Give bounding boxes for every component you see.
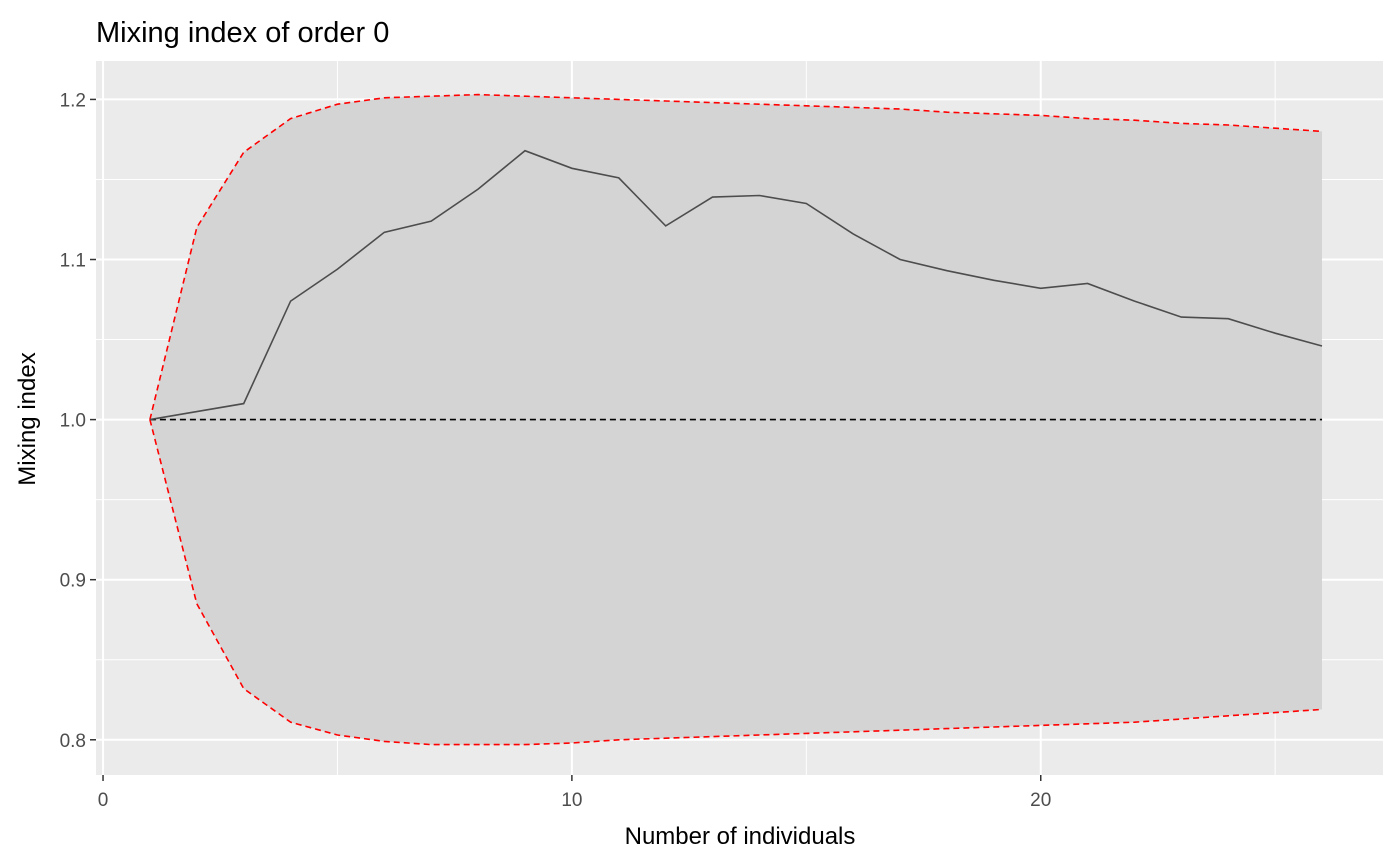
x-axis-title: Number of individuals <box>625 823 856 850</box>
x-tick-label: 20 <box>1030 790 1051 811</box>
chart-title: Mixing index of order 0 <box>96 17 389 49</box>
y-tick-label: 1.2 <box>60 90 86 111</box>
mixing-index-line <box>149 149 1323 421</box>
envelope-ribbon <box>149 94 1322 745</box>
x-tick-label: 0 <box>98 790 109 811</box>
lower-envelope-line <box>149 419 1323 746</box>
upper-envelope-line <box>149 93 1323 420</box>
x-tick-label: 10 <box>561 790 582 811</box>
y-tick-label: 0.9 <box>60 571 86 592</box>
y-tick-label: 1.1 <box>60 251 86 272</box>
x-axis: 0 10 20 <box>98 775 1051 811</box>
y-tick-label: 1.0 <box>60 411 86 432</box>
y-tick-label: 0.8 <box>60 731 86 752</box>
y-axis: 0.8 0.9 1.0 1.1 1.2 <box>60 90 96 752</box>
y-axis-title: Mixing index <box>14 352 41 485</box>
